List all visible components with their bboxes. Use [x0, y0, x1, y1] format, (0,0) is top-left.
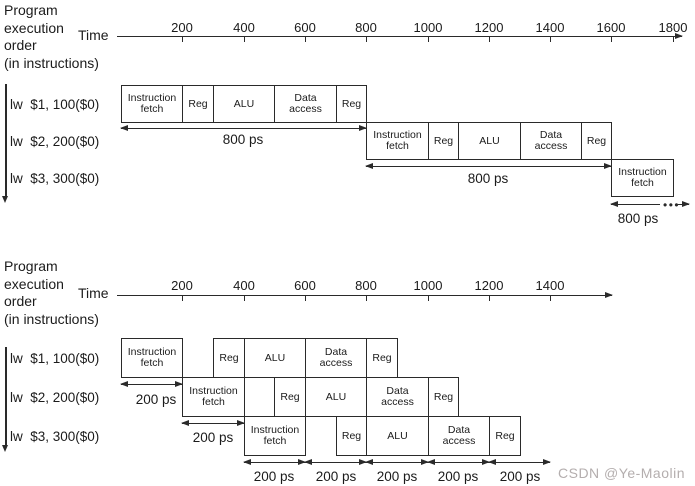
axis-tick-label: 1400: [535, 20, 565, 35]
stage-box-alu: ALU: [213, 85, 275, 123]
execution-order-arrow: [2, 347, 8, 452]
time-axis-label-bottom: Time: [78, 285, 109, 301]
axis-tick-label: 1600: [596, 20, 626, 35]
instruction-label: lw $3, 300($0): [10, 428, 100, 444]
stage-box-reg: Reg: [274, 377, 306, 417]
duration-label: 200 ps: [376, 469, 418, 484]
axis-tick: [428, 37, 430, 42]
stage-box-alu: ALU: [305, 377, 367, 417]
axis-tick: [182, 37, 184, 42]
stage-box-data-access: Data access: [305, 338, 367, 378]
duration-label: 200 ps: [315, 469, 357, 484]
instruction-label: lw $1, 100($0): [10, 350, 100, 366]
axis-tick-label: 1800: [658, 20, 688, 35]
stage-box-alu: ALU: [244, 338, 306, 378]
axis-tick-label: 1400: [535, 278, 565, 293]
stage-box-instruction-fetch: Instruction fetch: [182, 377, 245, 417]
stage-box-instruction-fetch: Instruction fetch: [366, 122, 429, 160]
duration-arrow: [304, 457, 367, 466]
duration-label: 200 ps: [499, 469, 541, 484]
axis-tick: [550, 37, 552, 42]
stage-box-data-access: Data access: [428, 416, 490, 456]
program-order-header-top: Program execution order (in instructions…: [4, 2, 99, 71]
stage-box-reg: Reg: [428, 122, 459, 160]
duration-label: 800 ps: [617, 211, 659, 226]
stage-box-instruction-fetch: Instruction fetch: [244, 416, 306, 456]
stage-box-data-access: Data access: [520, 122, 582, 160]
program-order-header-bottom: Program execution order (in instructions…: [4, 258, 99, 327]
axis-tick-label: 200: [171, 20, 193, 35]
stage-box-instruction-fetch: Instruction fetch: [121, 85, 183, 123]
axis-tick: [244, 296, 246, 301]
axis-tick: [489, 37, 491, 42]
duration-label: 800 ps: [222, 132, 264, 147]
duration-label: 200 ps: [253, 469, 295, 484]
stage-box-data-access: Data access: [366, 377, 429, 417]
stage-box-reg: Reg: [581, 122, 612, 160]
time-axis-label-top: Time: [78, 27, 109, 43]
axis-tick: [244, 37, 246, 42]
stage-box-instruction-fetch: Instruction fetch: [121, 338, 183, 378]
duration-arrow: [427, 457, 490, 466]
instruction-label: lw $3, 300($0): [10, 170, 100, 186]
duration-arrow: [243, 457, 306, 466]
stage-box-reg: Reg: [336, 416, 367, 456]
axis-tick: [366, 296, 368, 301]
axis-tick-label: 1000: [413, 20, 443, 35]
axis-tick-label: 400: [233, 278, 255, 293]
axis-tick-label: 600: [294, 278, 316, 293]
instruction-label: lw $2, 200($0): [10, 389, 100, 405]
axis-tick: [489, 296, 491, 301]
stage-box-data-access: Data access: [274, 85, 337, 123]
stage-box-reg: Reg: [366, 338, 398, 378]
axis-tick-label: 1200: [474, 278, 504, 293]
axis-tick-label: 1000: [413, 278, 443, 293]
duration-arrow: [365, 161, 612, 170]
duration-arrow: [120, 379, 183, 388]
duration-arrow: [365, 457, 429, 466]
axis-tick-label: 600: [294, 20, 316, 35]
duration-label: 800 ps: [467, 171, 509, 186]
duration-arrow: [120, 123, 367, 132]
duration-label: 200 ps: [135, 392, 177, 407]
instruction-label: lw $2, 200($0): [10, 133, 100, 149]
stage-box-alu: ALU: [458, 122, 521, 160]
axis-tick: [305, 37, 307, 42]
continuation-arrow: [678, 199, 690, 208]
duration-arrow: [181, 418, 245, 427]
execution-order-arrow: [2, 84, 8, 203]
axis-tick: [673, 37, 675, 42]
duration-arrow: [610, 199, 660, 208]
stage-box-reg: Reg: [182, 85, 214, 123]
instruction-label: lw $1, 100($0): [10, 96, 100, 112]
stage-box-reg: Reg: [489, 416, 521, 456]
csdn-watermark: CSDN @Ye-Maolin: [558, 465, 686, 481]
stage-box-reg: Reg: [336, 85, 367, 123]
duration-label: 200 ps: [192, 430, 234, 445]
axis-tick: [366, 37, 368, 42]
axis-tick: [305, 296, 307, 301]
axis-tick-label: 200: [171, 278, 193, 293]
axis-tick: [550, 296, 552, 301]
axis-tick-label: 400: [233, 20, 255, 35]
stage-box-alu: ALU: [366, 416, 429, 456]
stage-box-instruction-fetch: Instruction fetch: [611, 159, 674, 197]
axis-tick: [611, 37, 613, 42]
axis-tick: [428, 296, 430, 301]
stage-box-reg: Reg: [213, 338, 245, 378]
stage-box-reg: Reg: [428, 377, 459, 417]
axis-tick-label: 1200: [474, 20, 504, 35]
time-axis-line: [117, 290, 613, 299]
axis-tick-label: 800: [355, 20, 377, 35]
duration-label: 200 ps: [437, 469, 479, 484]
axis-tick-label: 800: [355, 278, 377, 293]
ellipsis-dots: •••: [663, 198, 681, 212]
duration-arrow: [488, 457, 551, 466]
axis-tick: [182, 296, 184, 301]
time-axis-line: [117, 31, 683, 40]
